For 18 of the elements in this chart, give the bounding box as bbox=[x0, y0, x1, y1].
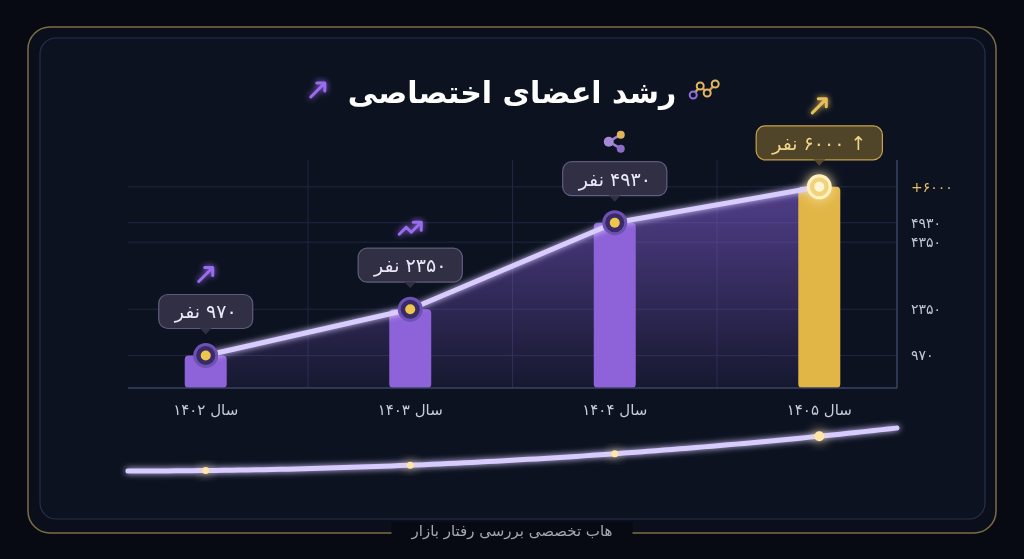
footer-note: هاب تخصصی بررسی رفتار بازار bbox=[391, 522, 633, 540]
x-tick-label: سال ۱۴۰۲ bbox=[173, 401, 239, 419]
y-tick-label: +۶۰۰۰ bbox=[911, 178, 953, 195]
x-tick-label: سال ۱۴۰۵ bbox=[786, 401, 852, 419]
x-tick-label: سال ۱۴۰۳ bbox=[377, 401, 443, 419]
y-tick-label: ۴۳۵۰ bbox=[911, 234, 942, 251]
bar bbox=[593, 222, 636, 388]
chart-title: رشد اعضای اختصاصی bbox=[347, 74, 677, 110]
data-label: ۹۷۰ نفر bbox=[173, 300, 237, 324]
y-tick-label: ۴۹۳۰ bbox=[911, 214, 942, 231]
bar bbox=[798, 186, 841, 388]
data-label: ۴۹۳۰ نفر bbox=[577, 167, 651, 191]
bar bbox=[389, 309, 432, 388]
x-tick-label: سال ۱۴۰۴ bbox=[582, 401, 648, 419]
y-tick-label: ۲۳۵۰ bbox=[911, 301, 942, 318]
y-tick-label: ۹۷۰ bbox=[911, 347, 934, 364]
data-label: ۲۳۵۰ نفر bbox=[373, 254, 447, 278]
data-label: ↑ ۶۰۰۰ نفر bbox=[771, 131, 867, 155]
